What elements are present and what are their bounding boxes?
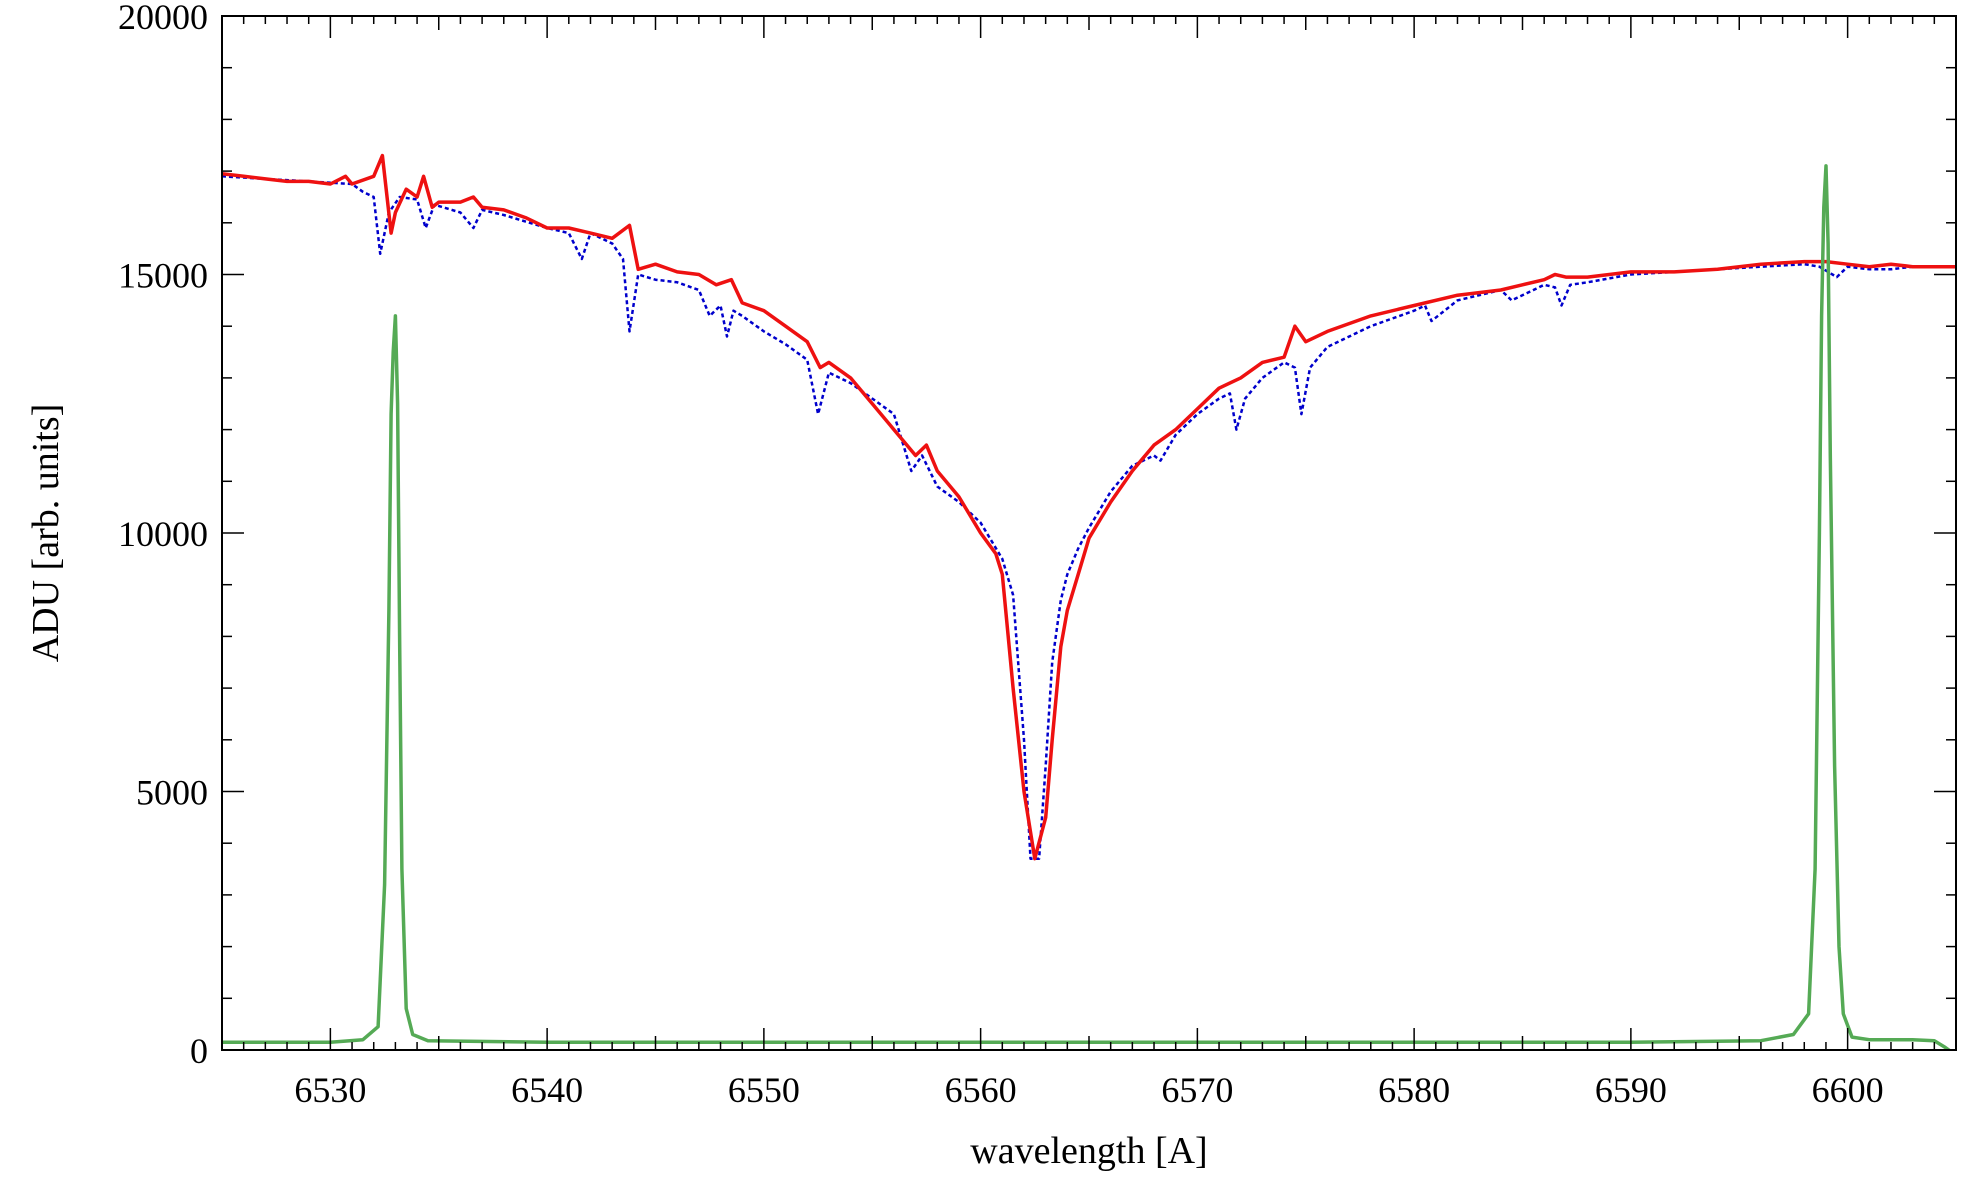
y-tick-label: 10000 [118, 514, 208, 554]
x-tick-label: 6590 [1595, 1070, 1667, 1110]
y-tick-label: 0 [190, 1031, 208, 1071]
y-tick-label: 5000 [136, 773, 208, 813]
y-axis-label: ADU [arb. units] [25, 404, 67, 663]
plot-frame [221, 15, 1957, 1051]
x-tick-label: 6600 [1812, 1070, 1884, 1110]
series-line-0 [222, 175, 1956, 860]
x-tick-label: 6550 [728, 1070, 800, 1110]
x-tick-label: 6530 [294, 1070, 366, 1110]
x-tick-label: 6540 [511, 1070, 583, 1110]
x-tick-label: 6570 [1161, 1070, 1233, 1110]
x-axis-label: wavelength [A] [970, 1130, 1207, 1172]
series-line-2 [222, 164, 1952, 1050]
series-line-1 [222, 153, 1956, 861]
y-tick-label: 20000 [118, 0, 208, 37]
x-tick-label: 6580 [1378, 1070, 1450, 1110]
x-tick-label: 6560 [945, 1070, 1017, 1110]
y-tick-label: 15000 [118, 256, 208, 296]
